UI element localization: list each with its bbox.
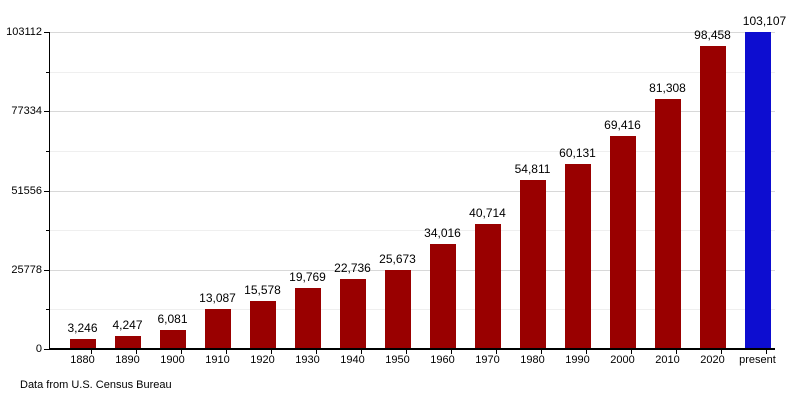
bar-value-label: 40,714 (469, 205, 506, 220)
x-axis-line (48, 348, 775, 350)
y-axis-minor-tick (46, 230, 50, 232)
x-axis-tick-label: 1910 (205, 354, 230, 366)
x-axis-tick (450, 350, 452, 354)
y-axis-tick-label: 51556 (11, 184, 42, 197)
x-axis-tick (675, 350, 677, 354)
bar-value-label: 69,416 (604, 117, 641, 132)
bar-present (744, 32, 771, 349)
bar-value-label: 81,308 (649, 81, 686, 96)
x-axis-tick-label: 1970 (475, 354, 500, 366)
x-axis-tick-label: 1940 (340, 354, 365, 366)
x-axis-tick (225, 350, 227, 354)
bar-1960 (429, 244, 456, 349)
x-axis-tick-label: 1990 (565, 354, 590, 366)
bar-value-label: 15,578 (244, 283, 281, 298)
y-axis-tick (44, 32, 50, 33)
major-gridline (50, 269, 775, 271)
x-axis-tick (495, 350, 497, 354)
major-gridline (50, 190, 775, 192)
bar-value-label: 22,736 (334, 261, 371, 276)
x-axis-tick (720, 350, 722, 354)
minor-gridline (50, 309, 775, 311)
x-axis-tick-label: 2000 (610, 354, 635, 366)
y-axis-tick-label: 25778 (11, 263, 42, 276)
bar-value-label: 34,016 (424, 226, 461, 241)
bar-value-label: 13,087 (199, 290, 236, 305)
bar-1940 (339, 279, 366, 349)
bar-value-label: 98,458 (694, 28, 731, 43)
bar-value-label: 103,107 (742, 14, 787, 28)
x-axis-tick (270, 350, 272, 354)
x-axis-tick (315, 350, 317, 354)
y-axis-tick-label: 103112 (6, 26, 42, 38)
y-axis-tick (44, 349, 50, 350)
x-axis-tick (180, 350, 182, 354)
bar-2010 (654, 99, 681, 349)
bar-1890 (114, 335, 141, 349)
x-axis-tick-label: 2020 (700, 354, 725, 366)
bar-1880 (69, 339, 96, 349)
chart-source-note: Data from U.S. Census Bureau (20, 379, 172, 391)
bar-2000 (609, 135, 636, 349)
y-axis-minor-tick (46, 71, 50, 73)
y-axis-line (48, 32, 50, 350)
bar-1990 (564, 164, 591, 349)
y-axis-tick-label: 0 (35, 343, 42, 355)
bar-value-label: 25,673 (379, 252, 416, 267)
y-axis-minor-tick (46, 150, 50, 152)
bar-1900 (159, 330, 186, 349)
x-axis-tick (630, 350, 632, 354)
y-axis-tick (44, 111, 50, 113)
minor-gridline (50, 71, 775, 73)
x-axis-tick-label: 2010 (655, 354, 680, 366)
y-axis-minor-tick (46, 309, 50, 311)
y-axis-tick (44, 269, 50, 271)
bar-1970 (474, 223, 501, 349)
bar-1910 (204, 308, 231, 349)
y-axis-tick (44, 190, 50, 192)
bar-value-label: 54,811 (514, 162, 551, 177)
x-axis-tick (90, 350, 92, 354)
bar-1920 (249, 301, 276, 349)
x-axis-tick (360, 350, 362, 354)
x-axis-tick-label: 1880 (70, 354, 95, 366)
x-axis-tick-label: 1950 (385, 354, 410, 366)
y-axis-tick-label: 77334 (11, 105, 42, 118)
bar-2020 (699, 46, 726, 349)
bar-value-label: 3,246 (67, 321, 98, 336)
bar-1930 (294, 288, 321, 349)
x-axis-tick-label: 1900 (160, 354, 185, 366)
major-gridline (50, 111, 775, 113)
bar-1950 (384, 270, 411, 349)
x-axis-tick-label: present (739, 354, 776, 366)
x-axis-tick (540, 350, 542, 354)
x-axis-tick (585, 350, 587, 354)
bar-value-label: 19,769 (289, 270, 326, 285)
bar-value-label: 4,247 (112, 317, 143, 332)
bar-1980 (519, 180, 546, 349)
bar-value-label: 6,081 (157, 312, 188, 327)
major-gridline (50, 32, 775, 33)
minor-gridline (50, 150, 775, 152)
x-axis-tick (765, 350, 767, 354)
x-axis-tick-label: 1890 (115, 354, 140, 366)
x-axis-tick-label: 1980 (520, 354, 545, 366)
x-axis-tick-label: 1920 (250, 354, 275, 366)
x-axis-tick (135, 350, 137, 354)
x-axis-tick-label: 1930 (295, 354, 320, 366)
x-axis-tick-label: 1960 (430, 354, 455, 366)
bar-value-label: 60,131 (559, 146, 596, 161)
minor-gridline (50, 230, 775, 232)
x-axis-tick (405, 350, 407, 354)
